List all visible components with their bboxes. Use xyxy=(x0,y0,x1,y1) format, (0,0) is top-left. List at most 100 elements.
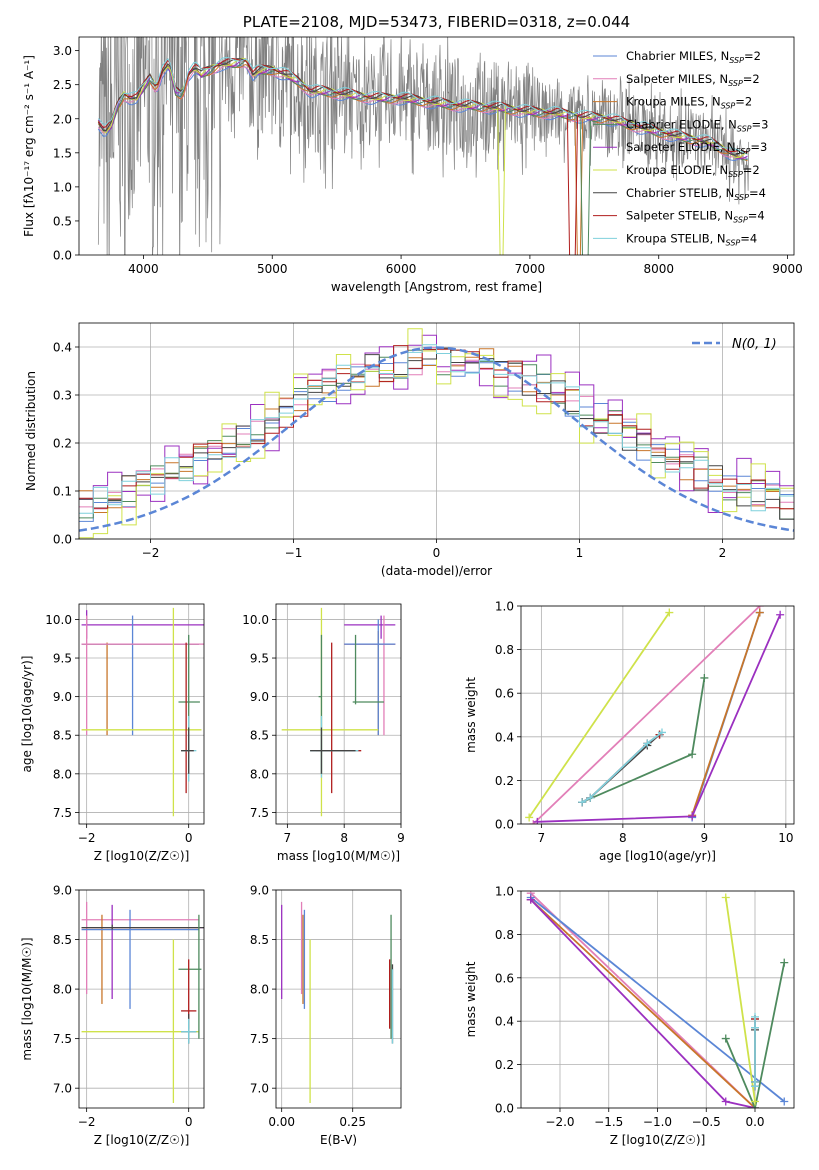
x-tick-label: −2.0 xyxy=(545,1115,574,1129)
weight-marker xyxy=(751,1077,759,1086)
y-tick-label: 8.5 xyxy=(250,933,269,947)
legend: N(0, 1) xyxy=(692,337,777,352)
x-tick-label: 0.0 xyxy=(745,1115,764,1129)
legend-model-name: Chabrier MILES xyxy=(626,49,713,63)
y-tick-label: 0.8 xyxy=(495,643,514,657)
y-tick-label: 10.0 xyxy=(242,613,269,627)
model-curve xyxy=(97,57,748,255)
y-tick-label: 0.0 xyxy=(495,1102,514,1116)
plot-age-Z: −2 0 7.5 8.0 8.5 9.0 9.5 10.0 Z [log10(Z/Z☉)] age… xyxy=(20,603,205,863)
y-tick-label: 8.0 xyxy=(53,983,72,997)
axes-frame xyxy=(78,603,205,825)
y-tick-label: 0.2 xyxy=(495,1058,514,1072)
axes-frame xyxy=(520,605,795,825)
weight-marker xyxy=(533,817,542,824)
x-tick-label: 0 xyxy=(185,831,193,845)
residual-histogram xyxy=(79,344,794,514)
plot-residuals: −2 −1 0 1 2 0.0 0.1 0.2 0.3 0.4 (data-model)/error… xyxy=(24,322,795,578)
y-tick-label: 7.5 xyxy=(53,1032,72,1046)
legend-model-name: Salpeter ELODIE xyxy=(626,140,720,154)
x-axis-label: mass [log10(M/M☉)] xyxy=(277,849,400,863)
weight-marker xyxy=(755,608,764,617)
legend-model-name: Chabrier STELIB xyxy=(626,186,718,200)
y-tick-label: 1.5 xyxy=(53,146,72,160)
y-tick-label: 8.0 xyxy=(250,983,269,997)
y-tick-label: 0.4 xyxy=(53,341,72,355)
x-axis-label: Z [log10(Z/Z☉)] xyxy=(94,849,190,863)
y-tick-label: 1.0 xyxy=(495,600,514,614)
x-tick-label: 0.25 xyxy=(339,1115,366,1129)
y-tick-label: 7.5 xyxy=(250,1032,269,1046)
y-axis-label: Flux [fλ10⁻¹⁷ erg cm⁻² s⁻¹ A⁻¹] xyxy=(22,55,36,237)
y-tick-label: 9.0 xyxy=(53,884,72,898)
x-tick-label: 4000 xyxy=(128,262,159,276)
weight-line xyxy=(530,896,785,1103)
y-tick-label: 7.0 xyxy=(250,1082,269,1096)
legend-label: N(0, 1) xyxy=(732,337,777,352)
legend: Chabrier MILES, NSSP=2 Salpeter MILES, NS… xyxy=(593,49,768,247)
y-tick-label: 8.0 xyxy=(250,767,269,781)
weight-line xyxy=(724,962,786,1108)
y-tick-label: 0.1 xyxy=(53,485,72,499)
legend-model-name: Salpeter STELIB xyxy=(626,209,717,223)
legend-label: Salpeter STELIB, NSSP=4 xyxy=(626,209,765,225)
plot-area xyxy=(525,606,785,824)
y-tick-label: 1.0 xyxy=(495,885,514,899)
weight-line xyxy=(581,677,706,804)
y-tick-label: 9.5 xyxy=(250,652,269,666)
legend-label: Kroupa STELIB, NSSP=4 xyxy=(626,231,757,247)
x-axis-label: Z [log10(Z/Z☉)] xyxy=(610,1133,706,1147)
model-curve xyxy=(97,56,748,155)
y-tick-label: 0.6 xyxy=(495,971,514,985)
y-tick-label: 0.3 xyxy=(53,389,72,403)
normal-reference-curve xyxy=(79,346,794,532)
y-tick-label: 0.5 xyxy=(53,214,72,228)
plot-area xyxy=(281,901,394,1104)
residual-histogram xyxy=(79,328,794,539)
weight-marker xyxy=(586,793,595,802)
x-tick-label: −0.5 xyxy=(692,1115,721,1129)
x-tick-label: 0 xyxy=(185,1115,193,1129)
x-tick-label: −1.0 xyxy=(643,1115,672,1129)
y-tick-label: 0.2 xyxy=(53,437,72,451)
y-tick-label: 10.0 xyxy=(45,613,72,627)
weight-marker xyxy=(529,820,538,824)
x-tick-label: 6000 xyxy=(386,262,417,276)
y-tick-label: 0.4 xyxy=(495,730,514,744)
x-tick-label: 9000 xyxy=(772,262,803,276)
x-tick-label: −2 xyxy=(78,831,96,845)
y-tick-label: 0.6 xyxy=(495,687,514,701)
y-tick-label: 7.5 xyxy=(250,806,269,820)
x-tick-label: −1.5 xyxy=(594,1115,623,1129)
weight-marker xyxy=(525,813,534,822)
y-tick-label: 0.0 xyxy=(495,818,514,832)
weight-marker xyxy=(780,1097,789,1106)
x-tick-label: 2 xyxy=(719,546,727,560)
y-tick-label: 0.0 xyxy=(53,533,72,547)
plot-area xyxy=(281,607,396,817)
y-tick-label: 8.5 xyxy=(250,729,269,743)
x-tick-label: −2 xyxy=(142,546,160,560)
weight-marker xyxy=(721,893,730,902)
weight-line xyxy=(691,612,761,816)
weight-marker xyxy=(688,812,697,821)
legend-label: Salpeter ELODIE, NSSP=3 xyxy=(626,140,767,156)
plot-weight-age: 7 8 9 10 0.0 0.2 0.4 0.6 0.8 1.0 age [log10(age/yr… xyxy=(464,600,795,863)
x-tick-label: 8000 xyxy=(643,262,674,276)
legend-label: Chabrier STELIB, NSSP=4 xyxy=(626,186,766,202)
axes-frame xyxy=(275,603,402,825)
legend-model-name: Kroupa STELIB xyxy=(626,231,710,245)
weight-marker xyxy=(751,1097,759,1106)
legend-model-name: Chabrier ELODIE xyxy=(626,117,721,131)
weight-marker xyxy=(776,610,785,619)
weight-line xyxy=(528,611,671,819)
weight-line xyxy=(537,614,781,823)
y-axis-label: mass weight xyxy=(464,961,478,1037)
y-tick-label: 7.5 xyxy=(53,806,72,820)
axes-frame xyxy=(275,889,402,1109)
x-axis-label: Z [log10(Z/Z☉)] xyxy=(94,1133,190,1147)
axes-frame xyxy=(520,890,795,1109)
x-tick-label: −2 xyxy=(78,1115,96,1129)
x-tick-label: 7000 xyxy=(515,262,546,276)
plot-spectrum: 4000 5000 6000 7000 8000 9000 0.0 0.5 1.0 1.5 2.0 2… xyxy=(22,13,803,294)
